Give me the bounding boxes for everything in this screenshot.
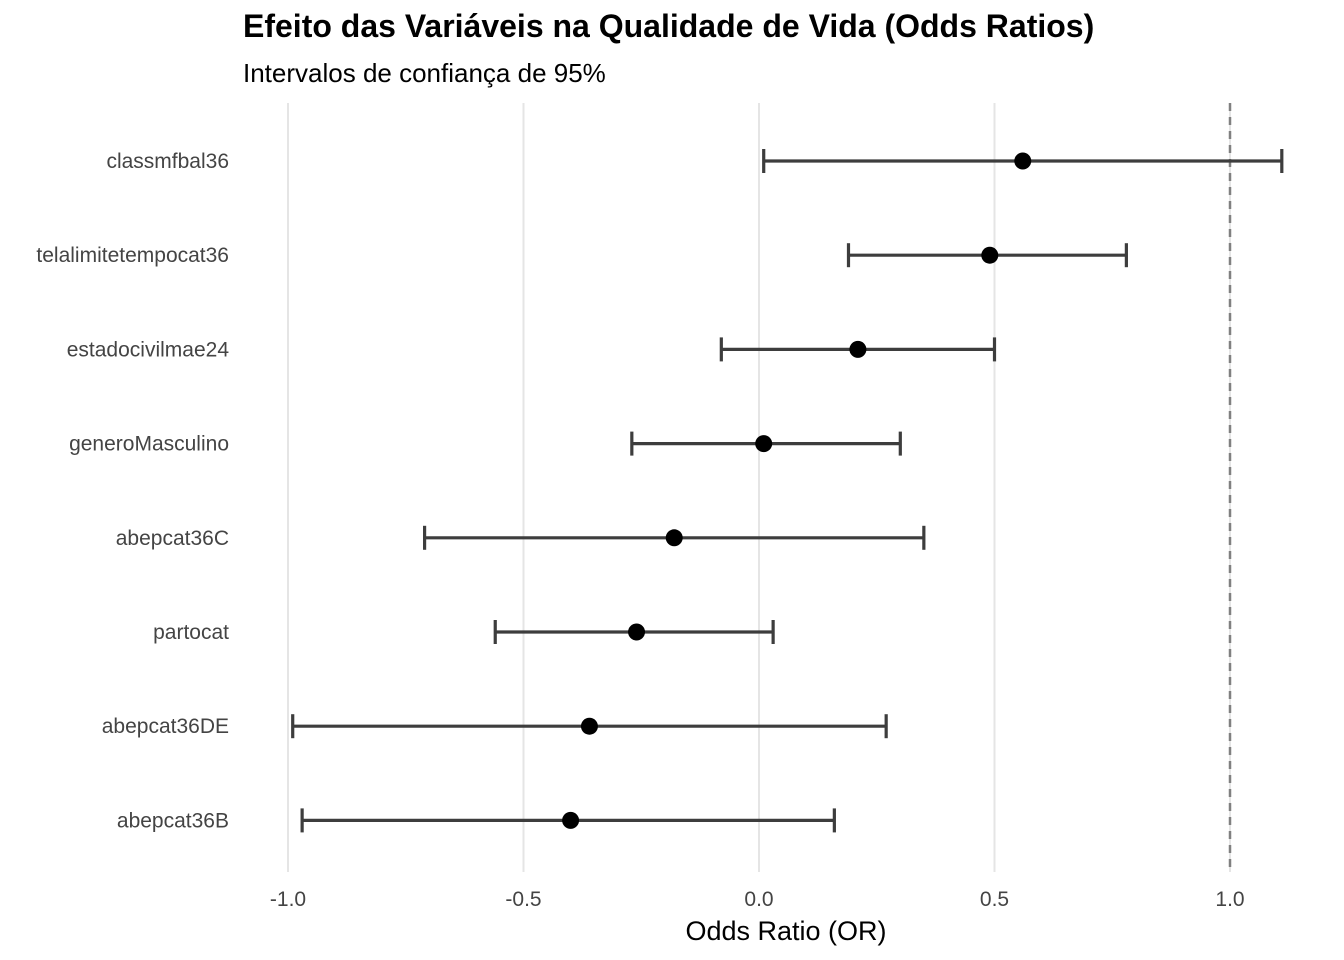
chart-subtitle: Intervalos de confiança de 95% [243, 58, 606, 88]
y-tick-label: generoMasculino [69, 433, 229, 456]
x-axis-title: Odds Ratio (OR) [685, 916, 886, 946]
y-tick-label: classmfbal36 [106, 150, 229, 173]
chart-title: Efeito das Variáveis na Qualidade de Vid… [243, 8, 1095, 44]
point-estimate-abepcat36DE [580, 717, 598, 735]
x-tick-label: -0.5 [505, 888, 541, 911]
x-tick-label: 0.0 [744, 888, 773, 911]
point-estimate-abepcat36C [665, 529, 683, 547]
errorbar-layer [291, 149, 1284, 833]
point-estimate-partocat [628, 623, 646, 641]
y-tick-label: abepcat36C [116, 527, 229, 550]
y-tick-label: abepcat36B [117, 809, 229, 832]
x-tick-label: 0.5 [980, 888, 1009, 911]
y-tick-label: estadocivilmae24 [67, 338, 230, 361]
point-estimate-generoMasculino [755, 435, 773, 453]
point-estimate-estadocivilmae24 [849, 340, 867, 358]
y-tick-label: telalimitetempocat36 [36, 244, 229, 267]
y-axis-labels: classmfbal36 telalimitetempocat36 estadoci… [36, 150, 229, 832]
y-tick-label: abepcat36DE [102, 715, 229, 738]
y-tick-label: partocat [153, 621, 229, 644]
x-tick-label: -1.0 [270, 888, 306, 911]
point-layer [562, 152, 1032, 829]
point-estimate-classmfbal36 [1014, 152, 1032, 170]
x-tick-label: 1.0 [1215, 888, 1244, 911]
point-estimate-telalimitetempocat36 [981, 246, 999, 264]
point-estimate-abepcat36B [562, 811, 580, 829]
grid-layer [287, 103, 1231, 872]
x-axis-labels: -1.0 -0.5 0.0 0.5 1.0 [270, 888, 1245, 911]
